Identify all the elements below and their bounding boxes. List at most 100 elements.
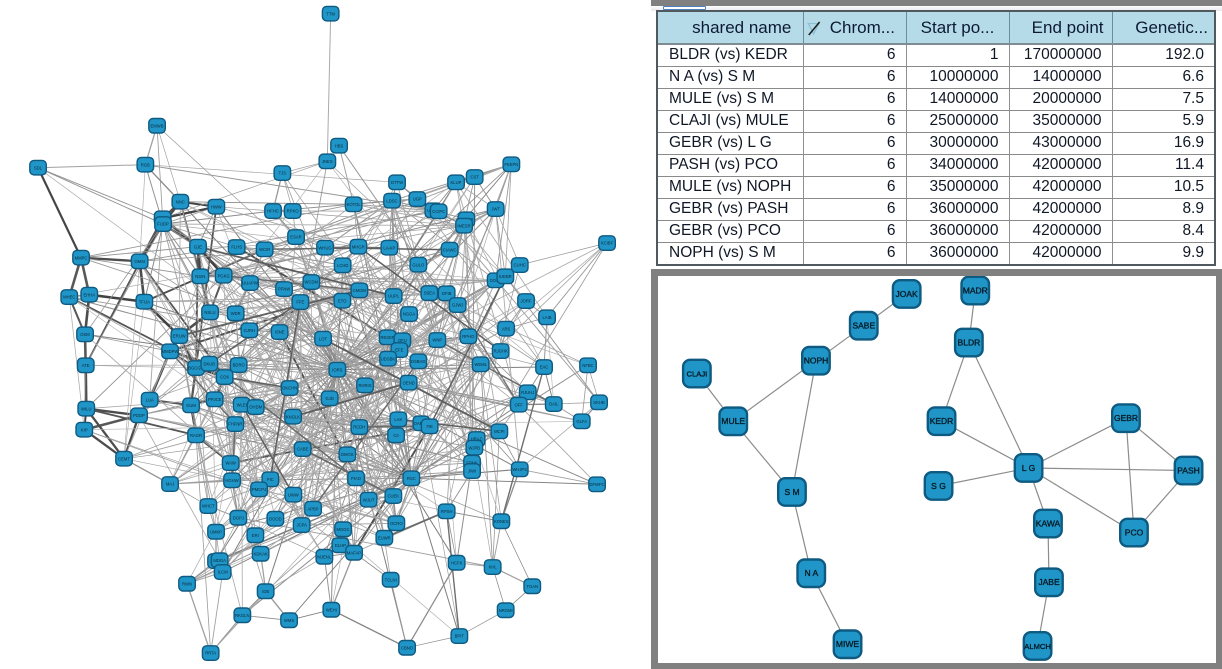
svg-text:OOOD: OOOD <box>269 516 282 521</box>
svg-text:RAGR: RAGR <box>190 433 202 438</box>
svg-text:OFU: OFU <box>398 338 407 343</box>
svg-text:EHHA: EHHA <box>83 292 95 297</box>
svg-text:MDGA: MDGA <box>213 558 226 563</box>
svg-text:RCDH: RCDH <box>353 425 365 430</box>
svg-text:DFWFC: DFWFC <box>589 482 604 487</box>
svg-text:JOAK: JOAK <box>895 289 918 299</box>
svg-text:WEML: WEML <box>474 362 487 367</box>
svg-text:ARS: ARS <box>502 326 511 331</box>
svg-text:GJWJ: GJWJ <box>452 303 463 308</box>
svg-text:WDR: WDR <box>231 311 241 316</box>
svg-text:WEHI: WEHI <box>326 607 337 612</box>
svg-text:KONES: KONES <box>494 519 509 524</box>
svg-text:NSIN: NSIN <box>195 274 205 279</box>
svg-text:DKUB: DKUB <box>203 361 215 366</box>
svg-text:JABE: JABE <box>1038 577 1060 587</box>
svg-text:KAWA: KAWA <box>1036 518 1061 528</box>
svg-text:MHEC: MHEC <box>63 295 75 300</box>
svg-text:LAIB: LAIB <box>542 315 551 320</box>
svg-text:COK: COK <box>220 375 229 380</box>
svg-text:CCIPC: CCIPC <box>432 209 445 214</box>
svg-text:BLDR: BLDR <box>958 337 981 347</box>
svg-text:OFF: OFF <box>515 402 524 407</box>
svg-text:KLUP: KLUP <box>451 180 462 185</box>
svg-text:MIWE: MIWE <box>836 639 859 649</box>
svg-text:HRAC: HRAC <box>471 437 483 442</box>
svg-text:CBNO: CBNO <box>401 645 414 650</box>
svg-text:GULO: GULO <box>412 262 425 267</box>
svg-text:TGAN: TGAN <box>526 584 538 589</box>
svg-text:NGGA: NGGA <box>403 312 416 317</box>
svg-text:OAIL: OAIL <box>549 402 559 407</box>
svg-text:MAFAP: MAFAP <box>347 550 361 555</box>
svg-text:GLFA: GLFA <box>576 419 587 424</box>
svg-text:SABE: SABE <box>852 321 875 331</box>
svg-text:PDDP: PDDP <box>133 413 145 418</box>
svg-text:FLHS: FLHS <box>231 245 242 250</box>
svg-text:MGGC: MGGC <box>336 527 349 532</box>
svg-text:RKGLN: RKGLN <box>235 613 249 618</box>
svg-text:TTM: TTM <box>326 11 335 16</box>
svg-text:WLEI: WLEI <box>237 402 247 407</box>
svg-text:OSM: OSM <box>80 332 90 337</box>
svg-text:NSLU: NSLU <box>204 310 215 315</box>
svg-text:WMS: WMS <box>284 618 294 623</box>
svg-text:CUEK: CUEK <box>387 494 399 499</box>
svg-text:SKHB: SKHB <box>593 400 605 405</box>
svg-text:WNP: WNP <box>432 338 442 343</box>
svg-text:MCPI: MCPI <box>494 429 504 434</box>
svg-text:HWW: HWW <box>211 204 222 209</box>
svg-text:PPJCE: PPJCE <box>208 397 222 402</box>
svg-text:WJUT: WJUT <box>363 497 375 502</box>
svg-text:DGPJ: DGPJ <box>233 515 244 520</box>
svg-text:EUWR: EUWR <box>378 535 391 540</box>
svg-text:DSBHG: DSBHG <box>411 359 426 364</box>
svg-text:ESAR: ESAR <box>290 235 301 240</box>
svg-text:TFIJA: TFIJA <box>139 299 150 304</box>
svg-text:PASH: PASH <box>1177 465 1200 475</box>
svg-text:DLHP: DLHP <box>335 543 346 548</box>
svg-text:EFE: EFE <box>395 348 403 353</box>
svg-text:TJS: TJS <box>279 171 287 176</box>
svg-text:NRGMI: NRGMI <box>499 608 513 613</box>
svg-text:MJENL: MJENL <box>317 554 331 559</box>
svg-text:CII: CII <box>393 433 398 438</box>
svg-text:ILCM: ILCM <box>218 570 229 575</box>
svg-text:NFBC: NFBC <box>582 363 593 368</box>
svg-text:RHRIS: RHRIS <box>358 383 371 388</box>
svg-text:DFIB: DFIB <box>442 291 452 296</box>
svg-text:CLAJI: CLAJI <box>687 369 708 378</box>
svg-text:CMOM: CMOM <box>353 288 367 293</box>
svg-text:LOT: LOT <box>319 336 328 341</box>
svg-text:LAAIP: LAAIP <box>383 245 395 250</box>
svg-text:RJGHK: RJGHK <box>494 349 508 354</box>
svg-text:RESER: RESER <box>380 335 394 340</box>
svg-text:NNC: NNC <box>176 199 185 204</box>
svg-text:JORF: JORF <box>521 299 532 304</box>
svg-text:WHUG: WHUG <box>318 245 331 250</box>
svg-text:CEMT: CEMT <box>118 456 130 461</box>
svg-text:L G: L G <box>1022 463 1035 473</box>
svg-text:RRTA: RRTA <box>205 651 216 656</box>
svg-text:IMESR: IMESR <box>457 223 470 228</box>
svg-text:SSEA: SSEA <box>424 291 435 296</box>
svg-text:KEDR: KEDR <box>930 416 954 426</box>
svg-text:RJUHJ: RJUHJ <box>521 390 534 395</box>
svg-text:IUEBR: IUEBR <box>499 274 512 279</box>
svg-text:OEND: OEND <box>403 380 415 385</box>
svg-text:HBS: HBS <box>335 143 344 148</box>
svg-text:ERI: ERI <box>252 533 259 538</box>
svg-text:HCFK: HCFK <box>451 560 463 565</box>
svg-text:BPIT: BPIT <box>455 634 465 639</box>
svg-text:RGB: RGB <box>141 162 150 167</box>
svg-text:JNES: JNES <box>322 159 333 164</box>
svg-text:HGHW: HGHW <box>225 478 238 483</box>
svg-text:DMOS: DMOS <box>341 452 354 457</box>
svg-text:ATE: ATE <box>82 363 90 368</box>
svg-text:WCDM: WCDM <box>305 280 319 285</box>
svg-text:CST: CST <box>471 175 480 180</box>
svg-text:UGP: UGP <box>413 197 422 202</box>
svg-text:KOTOL: KOTOL <box>347 202 362 207</box>
svg-text:RWN: RWN <box>182 581 192 586</box>
svg-text:PIC: PIC <box>267 477 274 482</box>
